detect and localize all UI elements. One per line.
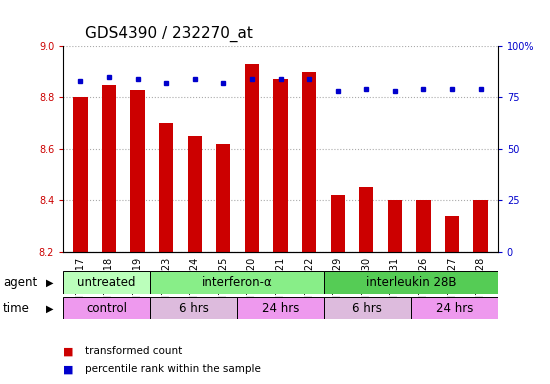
Text: untreated: untreated — [78, 276, 136, 289]
Text: ▶: ▶ — [46, 278, 54, 288]
Bar — [150, 271, 324, 294]
Text: time: time — [3, 302, 30, 315]
Bar — [245, 64, 259, 252]
Bar — [416, 200, 431, 252]
Text: ▶: ▶ — [46, 303, 54, 313]
Bar — [324, 297, 411, 319]
Text: interleukin 28B: interleukin 28B — [366, 276, 456, 289]
Bar — [388, 200, 402, 252]
Text: GDS4390 / 232270_at: GDS4390 / 232270_at — [85, 26, 253, 42]
Text: 6 hrs: 6 hrs — [353, 302, 382, 315]
Bar — [359, 187, 373, 252]
Bar — [159, 123, 173, 252]
Bar — [273, 79, 288, 252]
Bar — [474, 200, 488, 252]
Text: 6 hrs: 6 hrs — [179, 302, 208, 315]
Text: ■: ■ — [63, 364, 74, 374]
Bar — [237, 297, 324, 319]
Bar — [188, 136, 202, 252]
Bar — [63, 297, 150, 319]
Text: agent: agent — [3, 276, 37, 289]
Bar — [150, 297, 237, 319]
Bar — [216, 144, 230, 252]
Text: transformed count: transformed count — [85, 346, 183, 356]
Text: interferon-α: interferon-α — [202, 276, 272, 289]
Bar — [445, 215, 459, 252]
Bar — [63, 271, 150, 294]
Text: ■: ■ — [63, 346, 74, 356]
Text: 24 hrs: 24 hrs — [436, 302, 473, 315]
Bar — [324, 271, 498, 294]
Bar — [73, 98, 87, 252]
Text: 24 hrs: 24 hrs — [262, 302, 299, 315]
Bar — [331, 195, 345, 252]
Bar — [302, 72, 316, 252]
Bar — [411, 297, 498, 319]
Text: control: control — [86, 302, 127, 315]
Text: percentile rank within the sample: percentile rank within the sample — [85, 364, 261, 374]
Bar — [102, 84, 116, 252]
Bar — [130, 90, 145, 252]
